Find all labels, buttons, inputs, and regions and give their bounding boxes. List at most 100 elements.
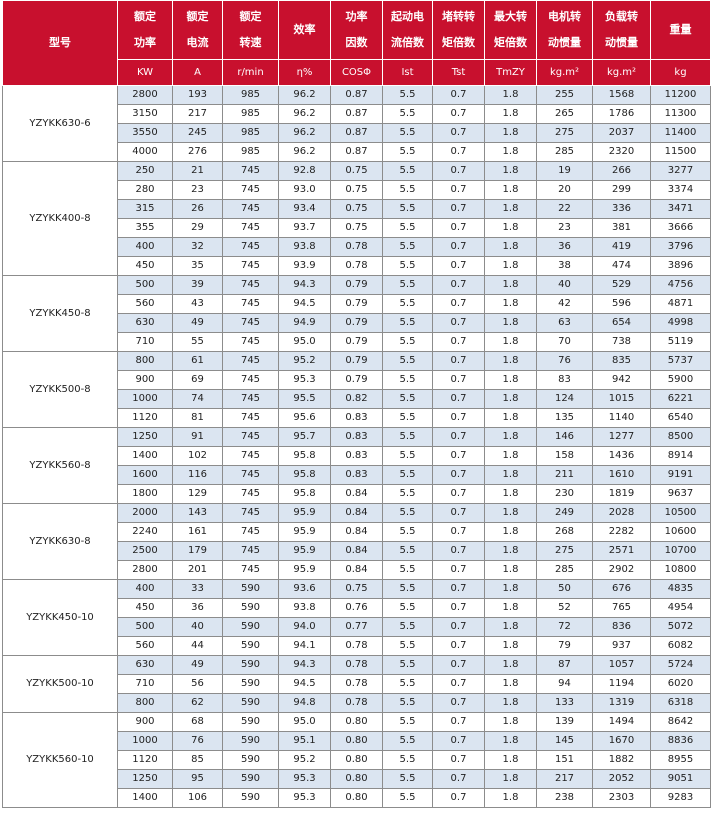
value-cell: 2028 xyxy=(592,503,651,523)
header-text: 因数 xyxy=(345,36,368,49)
value-cell: 135 xyxy=(536,408,593,428)
model-cell: YZYKK630-8 xyxy=(2,503,118,580)
value-cell: 0.7 xyxy=(432,427,485,447)
value-cell: 21 xyxy=(172,161,223,181)
table-header: 型号 额定 功率 额定 电流 额定 转速 效率 功率 因数 起动电 流倍数 堵转转 矩倍数 最大转 矩倍数 电机… xyxy=(2,0,711,86)
value-cell: 1319 xyxy=(592,693,651,713)
value-cell: 0.7 xyxy=(432,104,485,124)
header-cell: 额定 功率 xyxy=(117,0,173,60)
value-cell: 5.5 xyxy=(382,256,433,276)
value-cell: 0.7 xyxy=(432,275,485,295)
value-cell: 93.6 xyxy=(278,579,331,599)
value-cell: 3896 xyxy=(650,256,711,276)
value-cell: 630 xyxy=(117,655,173,675)
data-row: YZYKK450-10 400 33 590 93.6 0.75 5.5 0.7 1.8 50 67… xyxy=(2,579,711,656)
value-cell: 10800 xyxy=(650,560,711,580)
value-cell: 0.79 xyxy=(330,313,383,333)
value-cell: 0.83 xyxy=(330,427,383,447)
value-cell: 0.84 xyxy=(330,503,383,523)
model-cell: YZYKK560-8 xyxy=(2,427,118,504)
value-cell: 94.3 xyxy=(278,655,331,675)
value-cell: 6082 xyxy=(650,636,711,656)
value-cell: 0.75 xyxy=(330,161,383,181)
value-cell: 5.5 xyxy=(382,313,433,333)
value-cell: 5.5 xyxy=(382,275,433,295)
value-cell: 94.0 xyxy=(278,617,331,637)
value-cell: 745 xyxy=(222,465,279,485)
value-cell: 590 xyxy=(222,636,279,656)
value-cell: 95.9 xyxy=(278,522,331,542)
value-cell: 3796 xyxy=(650,237,711,257)
value-cell: 5.5 xyxy=(382,674,433,694)
value-cell: 33 xyxy=(172,579,223,599)
value-cell: 560 xyxy=(117,294,173,314)
value-cell: 1.8 xyxy=(484,446,537,466)
value-cell: 0.7 xyxy=(432,484,485,504)
value-cell: 0.80 xyxy=(330,769,383,789)
value-cell: 5.5 xyxy=(382,731,433,751)
header-cell: 功率 因数 xyxy=(330,0,383,60)
model-cell: YZYKK500-10 xyxy=(2,655,118,713)
value-cell: 5.5 xyxy=(382,503,433,523)
value-cell: 217 xyxy=(536,769,593,789)
header-cell: 额定 电流 xyxy=(172,0,223,60)
value-cell: 0.7 xyxy=(432,636,485,656)
value-cell: 1.8 xyxy=(484,294,537,314)
header-text: 负载转 xyxy=(605,10,638,23)
data-row: YZYKK400-8 250 21 745 92.8 0.75 5.5 0.7 1.8 19 266… xyxy=(2,161,711,276)
value-cell: 745 xyxy=(222,522,279,542)
value-cell: 315 xyxy=(117,199,173,219)
value-cell: 95.8 xyxy=(278,484,331,504)
value-cell: 36 xyxy=(172,598,223,618)
value-cell: 590 xyxy=(222,579,279,599)
data-row: YZYKK630-8 2000 143 745 95.9 0.84 5.5 0.7 1.8 249… xyxy=(2,503,711,580)
value-cell: 5.5 xyxy=(382,598,433,618)
value-cell: 5.5 xyxy=(382,560,433,580)
header-text: 矩倍数 xyxy=(442,36,475,49)
value-cell: 1.8 xyxy=(484,636,537,656)
header-text: 额定 xyxy=(134,10,156,23)
value-cell: 0.82 xyxy=(330,389,383,409)
value-cell: 4998 xyxy=(650,313,711,333)
value-cell: 0.7 xyxy=(432,161,485,181)
value-cell: 745 xyxy=(222,237,279,257)
value-cell: 3277 xyxy=(650,161,711,181)
value-cell: 942 xyxy=(592,370,651,390)
value-cell: 2571 xyxy=(592,541,651,561)
value-cell: 450 xyxy=(117,598,173,618)
value-cell: 95.3 xyxy=(278,769,331,789)
value-cell: 238 xyxy=(536,788,593,808)
value-cell: 76 xyxy=(536,351,593,371)
value-cell: 0.75 xyxy=(330,218,383,238)
header-cell: 型号 xyxy=(2,0,118,86)
value-cell: 94.9 xyxy=(278,313,331,333)
value-cell: 179 xyxy=(172,541,223,561)
value-cell: 1.8 xyxy=(484,484,537,504)
value-cell: 0.87 xyxy=(330,104,383,124)
unit-cell: KW xyxy=(117,59,173,86)
value-cell: 5.5 xyxy=(382,180,433,200)
value-cell: 61 xyxy=(172,351,223,371)
value-cell: 0.7 xyxy=(432,731,485,751)
value-cell: 11400 xyxy=(650,123,711,143)
value-cell: 560 xyxy=(117,636,173,656)
value-cell: 0.7 xyxy=(432,370,485,390)
value-cell: 56 xyxy=(172,674,223,694)
header-cell: 效率 xyxy=(278,0,331,60)
value-cell: 900 xyxy=(117,370,173,390)
value-cell: 5.5 xyxy=(382,769,433,789)
data-row: 500 40 590 94.0 0.77 5.5 0.7 1.8 72 836 5072 xyxy=(3,617,711,637)
value-cell: 276 xyxy=(172,142,223,162)
value-cell: 590 xyxy=(222,617,279,637)
value-cell: 985 xyxy=(222,123,279,143)
unit-cell: COSΦ xyxy=(330,59,383,86)
value-cell: 1120 xyxy=(117,408,173,428)
value-cell: 500 xyxy=(117,617,173,637)
value-cell: 5.5 xyxy=(382,332,433,352)
value-cell: 95.9 xyxy=(278,541,331,561)
header-text: 电流 xyxy=(186,36,209,49)
value-cell: 835 xyxy=(592,351,651,371)
value-cell: 745 xyxy=(222,161,279,181)
value-cell: 95.2 xyxy=(278,351,331,371)
value-cell: 745 xyxy=(222,218,279,238)
